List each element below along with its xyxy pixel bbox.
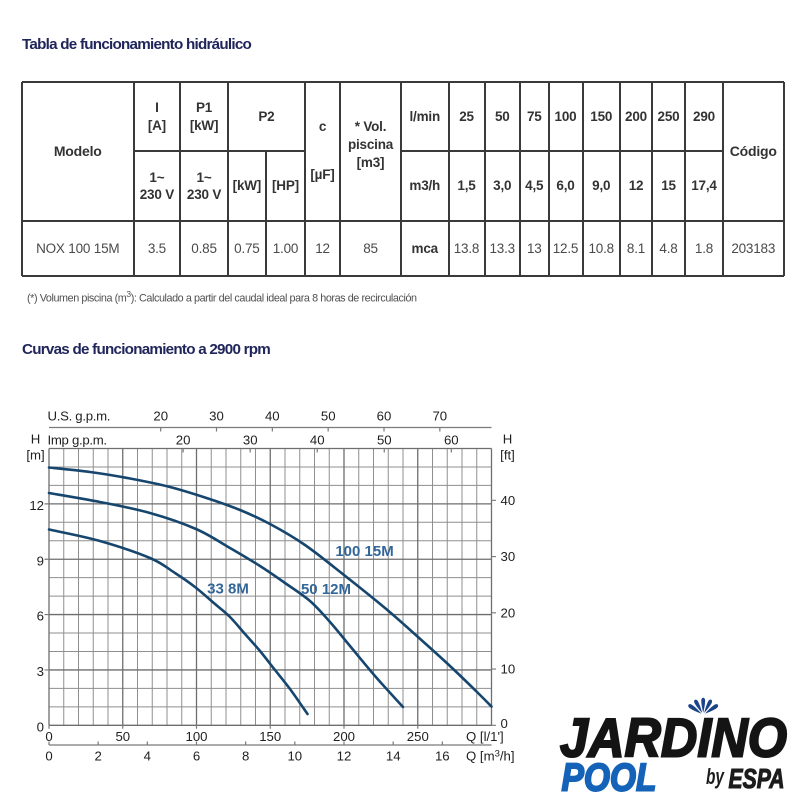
- svg-text:30: 30: [209, 409, 224, 424]
- svg-text:150: 150: [259, 729, 281, 744]
- svg-text:40: 40: [310, 433, 325, 448]
- svg-text:12: 12: [29, 498, 44, 513]
- svg-text:50: 50: [321, 409, 336, 424]
- svg-text:POOL: POOL: [562, 757, 657, 800]
- svg-text:3: 3: [37, 664, 44, 679]
- svg-text:4: 4: [144, 749, 151, 764]
- svg-text:0: 0: [501, 716, 508, 731]
- svg-text:40: 40: [265, 409, 280, 424]
- svg-text:20: 20: [153, 409, 168, 424]
- svg-text:30: 30: [243, 433, 258, 448]
- svg-text:100: 100: [185, 729, 207, 744]
- svg-text:H: H: [503, 432, 513, 447]
- svg-text:50: 50: [115, 729, 130, 744]
- svg-text:40: 40: [501, 493, 516, 508]
- svg-text:6: 6: [37, 609, 44, 624]
- svg-text:2: 2: [95, 749, 102, 764]
- svg-text:30: 30: [501, 549, 516, 564]
- svg-text:9: 9: [37, 553, 44, 568]
- svg-text:16: 16: [435, 749, 450, 764]
- svg-text:ESPA: ESPA: [729, 763, 785, 794]
- svg-text:50: 50: [377, 433, 392, 448]
- svg-text:20: 20: [176, 433, 191, 448]
- svg-text:Q [l/1']: Q [l/1']: [466, 729, 504, 744]
- svg-text:JARDINO: JARDINO: [560, 707, 787, 769]
- svg-text:[m]: [m]: [26, 448, 44, 463]
- svg-text:H: H: [31, 432, 41, 447]
- svg-text:33 8M: 33 8M: [207, 581, 249, 598]
- svg-text:250: 250: [407, 729, 429, 744]
- svg-text:100 15M: 100 15M: [335, 543, 393, 560]
- svg-text:Q [m3/h]: Q [m3/h]: [466, 749, 515, 764]
- svg-text:0: 0: [45, 729, 52, 744]
- svg-text:U.S. g.p.m.: U.S. g.p.m.: [48, 409, 111, 424]
- svg-text:60: 60: [377, 409, 392, 424]
- svg-text:20: 20: [501, 605, 516, 620]
- svg-text:14: 14: [386, 749, 401, 764]
- svg-text:0: 0: [45, 749, 52, 764]
- svg-text:Imp g.p.m.: Imp g.p.m.: [48, 433, 107, 448]
- svg-text:200: 200: [333, 729, 355, 744]
- svg-text:8: 8: [242, 749, 249, 764]
- svg-text:12: 12: [337, 749, 352, 764]
- svg-text:by: by: [706, 764, 725, 789]
- svg-text:6: 6: [193, 749, 200, 764]
- svg-text:10: 10: [287, 749, 302, 764]
- svg-text:70: 70: [432, 409, 447, 424]
- svg-text:0: 0: [37, 719, 44, 734]
- svg-text:50 12M: 50 12M: [301, 581, 351, 598]
- svg-text:60: 60: [444, 433, 459, 448]
- svg-text:10: 10: [501, 662, 516, 677]
- svg-text:[ft]: [ft]: [500, 448, 515, 463]
